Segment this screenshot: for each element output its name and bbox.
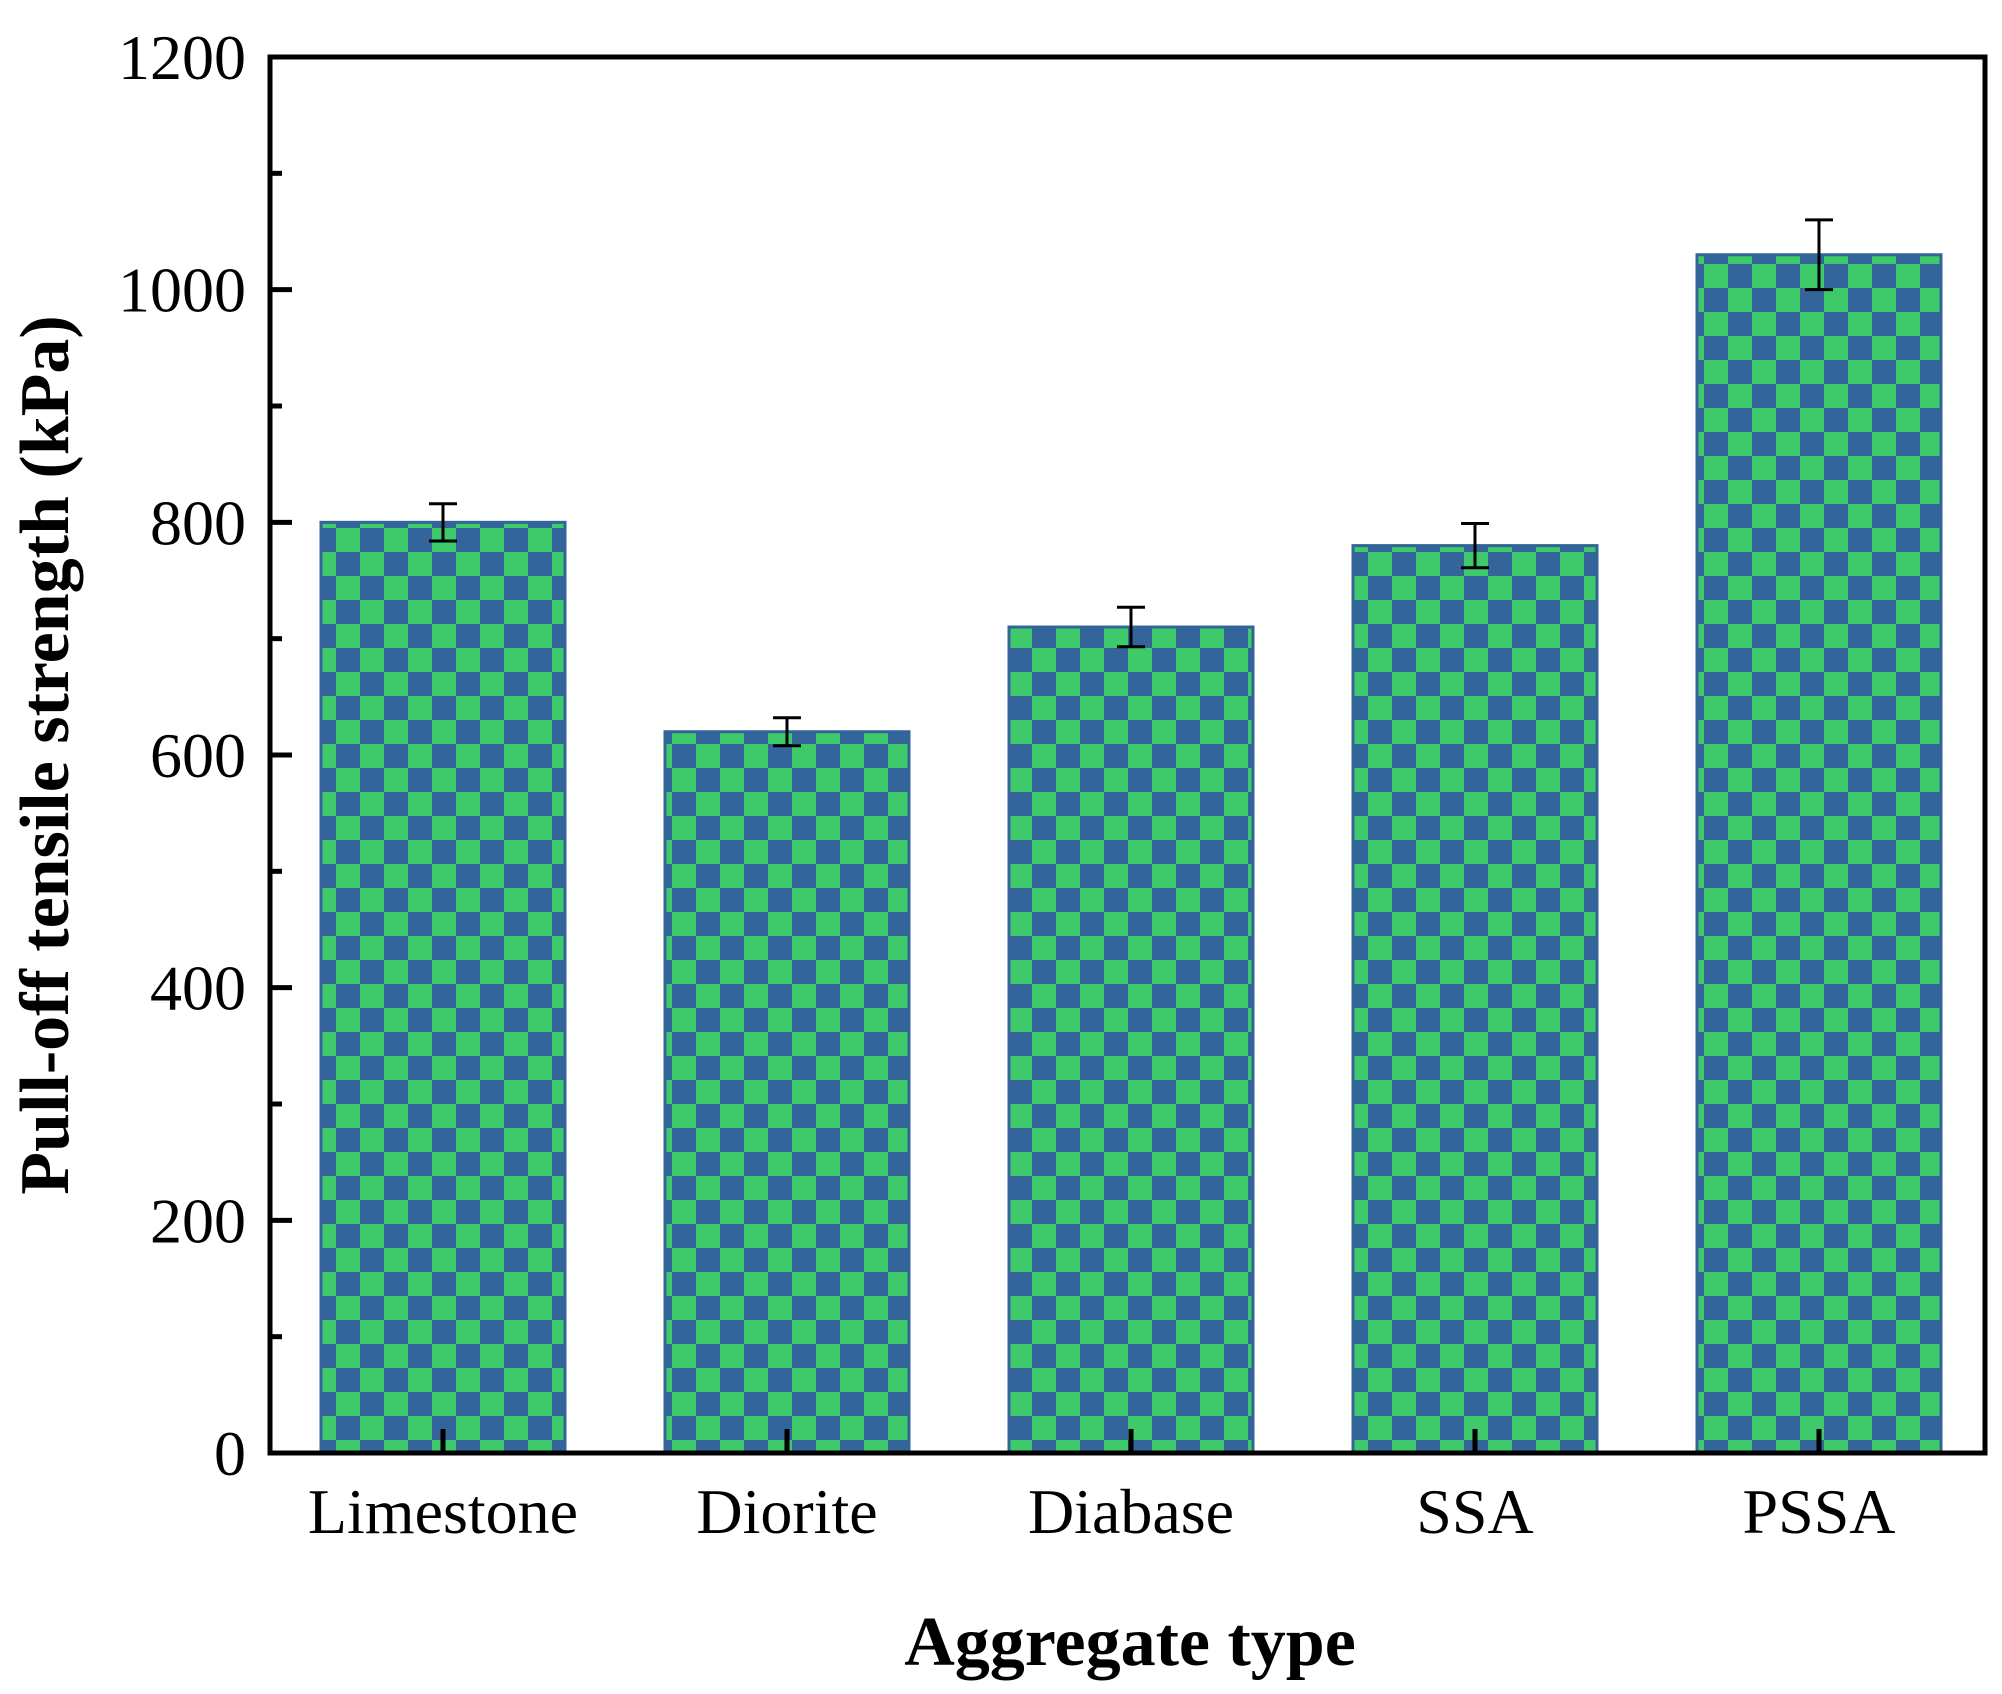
error-bar-pssa	[1805, 218, 1833, 292]
error-bar-limestone	[429, 502, 457, 543]
y-tick-label-400: 400	[150, 953, 246, 1024]
x-tick-label-ssa: SSA	[1416, 1476, 1533, 1547]
x-tick-label-limestone: Limestone	[308, 1476, 578, 1547]
bar-diabase	[1007, 625, 1255, 1455]
y-tick-label-1000: 1000	[118, 255, 246, 326]
bar-limestone	[319, 520, 567, 1455]
x-ticks-group: Limestone Diorite Diabase SSA PSSA	[308, 1429, 1896, 1547]
x-tick-label-diorite: Diorite	[696, 1476, 877, 1547]
y-tick-label-600: 600	[150, 720, 246, 791]
y-tick-label-0: 0	[214, 1418, 246, 1489]
error-bar-diabase	[1117, 605, 1145, 649]
y-tick-label-800: 800	[150, 487, 246, 558]
y-tick-label-1200: 1200	[118, 22, 246, 93]
bar-diorite	[663, 730, 911, 1455]
error-bar-diorite	[773, 716, 801, 748]
bar-ssa	[1351, 544, 1599, 1455]
x-axis-title: Aggregate type	[904, 1604, 1356, 1681]
bars-group	[319, 253, 1943, 1455]
x-tick-label-pssa: PSSA	[1743, 1476, 1896, 1547]
error-bar-ssa	[1461, 521, 1489, 570]
y-axis-title: Pull-off tensile strength (kPa)	[7, 315, 84, 1194]
x-tick-label-diabase: Diabase	[1028, 1476, 1234, 1547]
error-bars-group	[429, 218, 1833, 748]
bar-pssa	[1695, 253, 1943, 1455]
y-tick-label-200: 200	[150, 1185, 246, 1256]
y-ticks-group: 0 200 400 600 800 1000 1200	[118, 22, 292, 1489]
